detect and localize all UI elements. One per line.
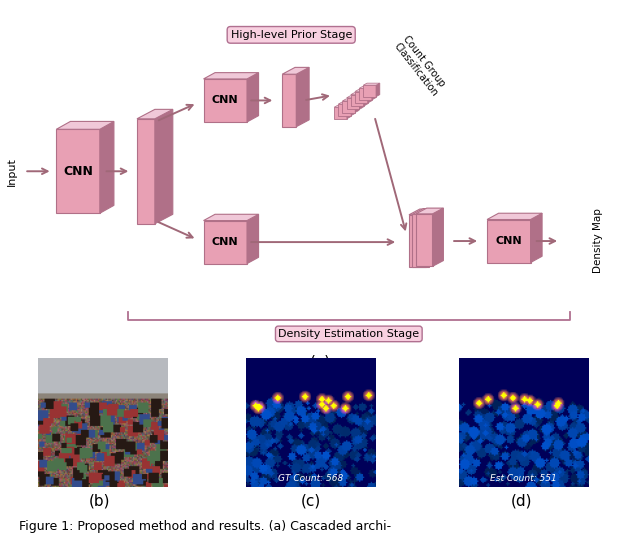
Polygon shape (137, 109, 173, 119)
Polygon shape (247, 73, 259, 122)
Text: CNN: CNN (63, 165, 93, 178)
Polygon shape (347, 105, 351, 119)
Polygon shape (247, 214, 259, 263)
Text: Est Count: 551: Est Count: 551 (490, 475, 557, 483)
FancyBboxPatch shape (355, 91, 367, 103)
Polygon shape (372, 86, 376, 100)
Polygon shape (376, 83, 380, 97)
Polygon shape (204, 73, 259, 79)
Polygon shape (339, 102, 355, 104)
Polygon shape (56, 122, 114, 129)
Polygon shape (355, 99, 359, 113)
Text: CNN: CNN (212, 96, 239, 106)
Text: (a): (a) (309, 354, 331, 369)
Text: High-level Prior Stage: High-level Prior Stage (230, 30, 352, 40)
Polygon shape (426, 209, 436, 267)
Text: Density Estimation Stage: Density Estimation Stage (278, 329, 419, 339)
Polygon shape (531, 213, 542, 262)
Polygon shape (334, 105, 351, 107)
Text: (c): (c) (300, 493, 321, 508)
Polygon shape (433, 208, 444, 266)
Polygon shape (355, 90, 371, 91)
Text: Figure 1: Proposed method and results. (a) Cascaded archi-: Figure 1: Proposed method and results. (… (19, 520, 391, 534)
FancyBboxPatch shape (342, 101, 355, 113)
Polygon shape (367, 90, 371, 103)
Polygon shape (364, 83, 380, 85)
Polygon shape (204, 214, 259, 221)
FancyBboxPatch shape (204, 79, 247, 122)
FancyBboxPatch shape (339, 104, 351, 116)
Text: Density Map: Density Map (593, 208, 604, 273)
Polygon shape (137, 119, 155, 224)
Text: (b): (b) (88, 493, 110, 508)
Polygon shape (364, 92, 367, 106)
Text: (d): (d) (511, 493, 532, 508)
Text: GT Count: 568: GT Count: 568 (278, 475, 343, 483)
Polygon shape (416, 214, 433, 266)
Polygon shape (282, 74, 296, 126)
Polygon shape (351, 102, 355, 116)
Polygon shape (347, 96, 364, 98)
Text: CNN: CNN (212, 237, 239, 247)
Polygon shape (409, 215, 426, 267)
Polygon shape (412, 208, 440, 214)
FancyBboxPatch shape (204, 221, 247, 263)
Polygon shape (100, 122, 114, 213)
Polygon shape (342, 99, 359, 101)
Text: Count Group
Classification: Count Group Classification (392, 34, 449, 98)
FancyBboxPatch shape (487, 219, 531, 262)
FancyBboxPatch shape (359, 89, 372, 100)
Polygon shape (359, 86, 376, 89)
Polygon shape (416, 208, 444, 214)
Polygon shape (412, 214, 429, 267)
Polygon shape (282, 68, 309, 74)
Polygon shape (409, 209, 436, 215)
Text: CNN: CNN (495, 236, 522, 246)
Polygon shape (155, 109, 173, 224)
Polygon shape (351, 92, 367, 95)
FancyBboxPatch shape (56, 129, 100, 213)
FancyBboxPatch shape (351, 95, 364, 106)
FancyBboxPatch shape (347, 98, 360, 109)
FancyBboxPatch shape (334, 107, 347, 119)
Polygon shape (360, 96, 364, 109)
FancyBboxPatch shape (364, 85, 376, 97)
Polygon shape (296, 68, 309, 127)
Polygon shape (487, 213, 542, 219)
Text: Input: Input (6, 157, 17, 186)
Polygon shape (429, 208, 440, 267)
